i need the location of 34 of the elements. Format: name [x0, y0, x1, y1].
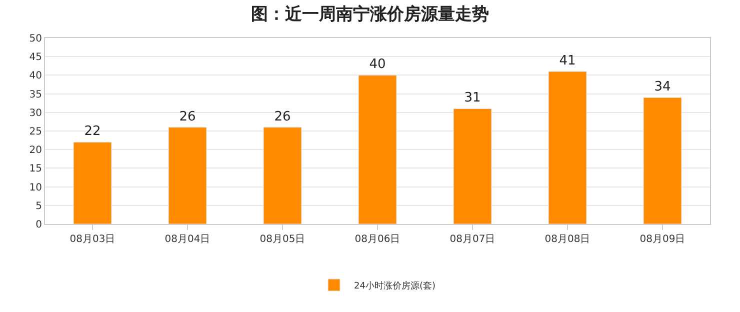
legend-label: 24小时涨价房源(套)	[354, 280, 436, 292]
y-tick-label: 15	[29, 164, 42, 175]
data-label: 26	[274, 109, 291, 124]
bar	[358, 74, 397, 224]
bar	[73, 142, 112, 224]
y-tick-label: 10	[29, 182, 42, 194]
x-tick-label: 08月03日	[70, 234, 116, 245]
x-tick-label: 08月05日	[260, 234, 306, 245]
y-tick-label: 35	[29, 89, 42, 100]
data-label: 41	[559, 53, 576, 68]
y-tick-label: 5	[36, 200, 42, 212]
chart-title: 图：近一周南宁涨价房源量走势	[251, 4, 489, 25]
bar	[168, 127, 207, 224]
x-tick-label: 08月06日	[354, 234, 400, 245]
y-tick-label: 30	[29, 108, 42, 119]
y-tick-label: 50	[29, 34, 42, 44]
y-tick-label: 0	[36, 220, 42, 230]
bar	[548, 71, 587, 224]
bar	[453, 108, 492, 224]
x-tick-label: 08月04日	[164, 234, 210, 245]
y-tick-label: 45	[29, 52, 42, 64]
y-tick-label: 25	[29, 126, 42, 138]
data-label: 31	[464, 90, 481, 106]
y-tick-label: 40	[29, 70, 42, 82]
x-tick-label: 08月07日	[450, 234, 496, 245]
bar	[643, 97, 682, 224]
data-label: 40	[369, 57, 386, 72]
x-tick-label: 08月09日	[640, 234, 686, 245]
data-label: 22	[84, 124, 101, 140]
data-label: 26	[179, 109, 196, 124]
bar	[263, 127, 302, 224]
data-label: 34	[654, 80, 671, 95]
x-tick-label: 08月08日	[544, 234, 590, 245]
y-tick-label: 20	[29, 145, 42, 156]
